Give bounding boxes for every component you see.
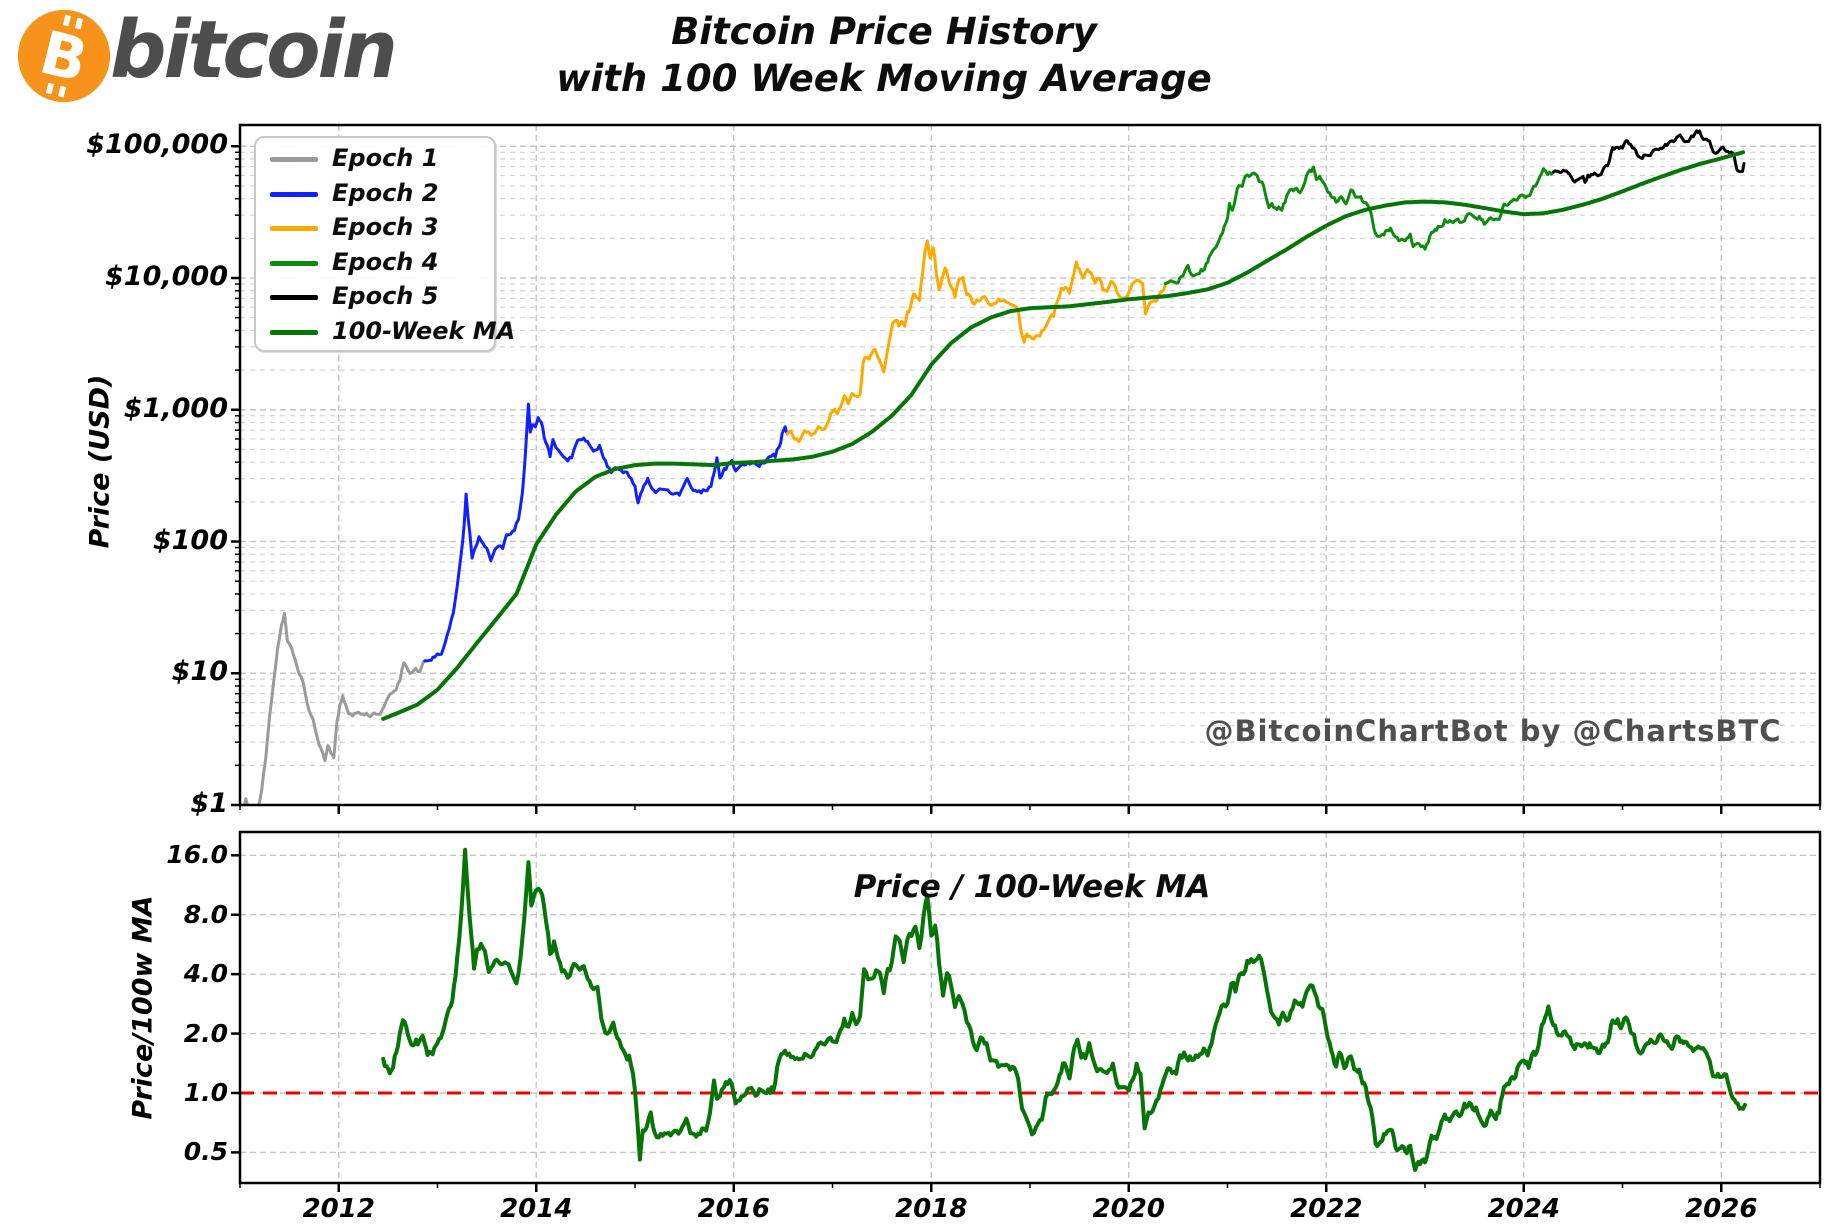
- year-tick-label: 2026: [1685, 1194, 1758, 1224]
- legend-line-swatch: [270, 329, 318, 335]
- year-tick-label: 2018: [895, 1194, 968, 1224]
- ratio-ytick-label: 16.0: [166, 840, 228, 870]
- series-epoch-5: [1551, 129, 1746, 184]
- ratio-ytick-label: 2.0: [183, 1018, 228, 1048]
- ratio-panel-title: Price / 100-Week MA: [853, 869, 1211, 905]
- price-ytick-label: $1,000: [123, 392, 228, 424]
- ratio-ytick-label: 1.0: [183, 1078, 228, 1107]
- legend-line-swatch: [270, 191, 318, 197]
- legend-label: Epoch 4: [332, 247, 439, 276]
- series-100-week-ma: [381, 150, 1745, 721]
- legend-item-epoch-5: Epoch 5: [256, 280, 494, 315]
- legend-label: 100-Week MA: [332, 316, 516, 345]
- year-tick-label: 2012: [302, 1194, 375, 1224]
- price-ytick-label: $1: [190, 788, 228, 819]
- series-epoch-1: [242, 612, 427, 805]
- legend-label: Epoch 1: [332, 144, 439, 172]
- series-epoch-4: [1163, 165, 1555, 286]
- bitcoin-logo: B: [17, 9, 111, 103]
- price-ytick-label: $100: [152, 524, 228, 556]
- legend: Epoch 1 Epoch 2 Epoch 3 Epoch 4 Epoch 5 100-W…: [254, 136, 515, 352]
- series-epoch-2: [423, 402, 789, 663]
- legend-line-swatch: [270, 226, 318, 231]
- legend-item-epoch-3: Epoch 3: [256, 211, 494, 246]
- legend-item-epoch-1: Epoch 1: [256, 142, 494, 177]
- legend-item-epoch-4: Epoch 4: [256, 246, 494, 281]
- legend-line-swatch: [270, 157, 318, 162]
- year-tick-label: 2016: [697, 1194, 770, 1224]
- ratio-ytick-label: 4.0: [183, 959, 228, 989]
- legend-line-swatch: [270, 260, 318, 266]
- year-tick-label: 2020: [1092, 1194, 1165, 1224]
- year-tick-label: 2022: [1290, 1194, 1363, 1224]
- ratio-ytick-label: 8.0: [183, 899, 228, 929]
- price-ytick-label: $10,000: [105, 261, 228, 292]
- legend-item-100-week-ma: 100-Week MA: [256, 315, 515, 350]
- legend-item-epoch-2: Epoch 2: [256, 177, 494, 212]
- series-price-100-week-ma: [381, 847, 1747, 1172]
- figure-title-line2: with 100 Week Moving Average: [556, 57, 1212, 100]
- figure-title-line1: Bitcoin Price History: [671, 10, 1097, 53]
- bitcoin-logo-circle: [17, 9, 111, 103]
- legend-label: Epoch 3: [332, 213, 439, 241]
- year-tick-label: 2014: [500, 1194, 573, 1224]
- watermark: @BitcoinChartBot by @ChartsBTC: [1204, 714, 1782, 748]
- price-ytick-label: $10: [171, 656, 228, 688]
- legend-label: Epoch 5: [332, 282, 439, 310]
- bitcoin-wordmark: bitcoin: [110, 4, 398, 96]
- legend-line-swatch: [270, 295, 318, 300]
- ratio-ytick-label: 0.5: [183, 1137, 228, 1167]
- series-epoch-3: [785, 239, 1167, 444]
- figure-title: Bitcoin Price History with 100 Week Movi…: [556, 8, 1211, 102]
- price-ytick-label: $100,000: [86, 129, 228, 161]
- legend-label: Epoch 2: [332, 178, 439, 207]
- year-tick-label: 2024: [1487, 1194, 1560, 1224]
